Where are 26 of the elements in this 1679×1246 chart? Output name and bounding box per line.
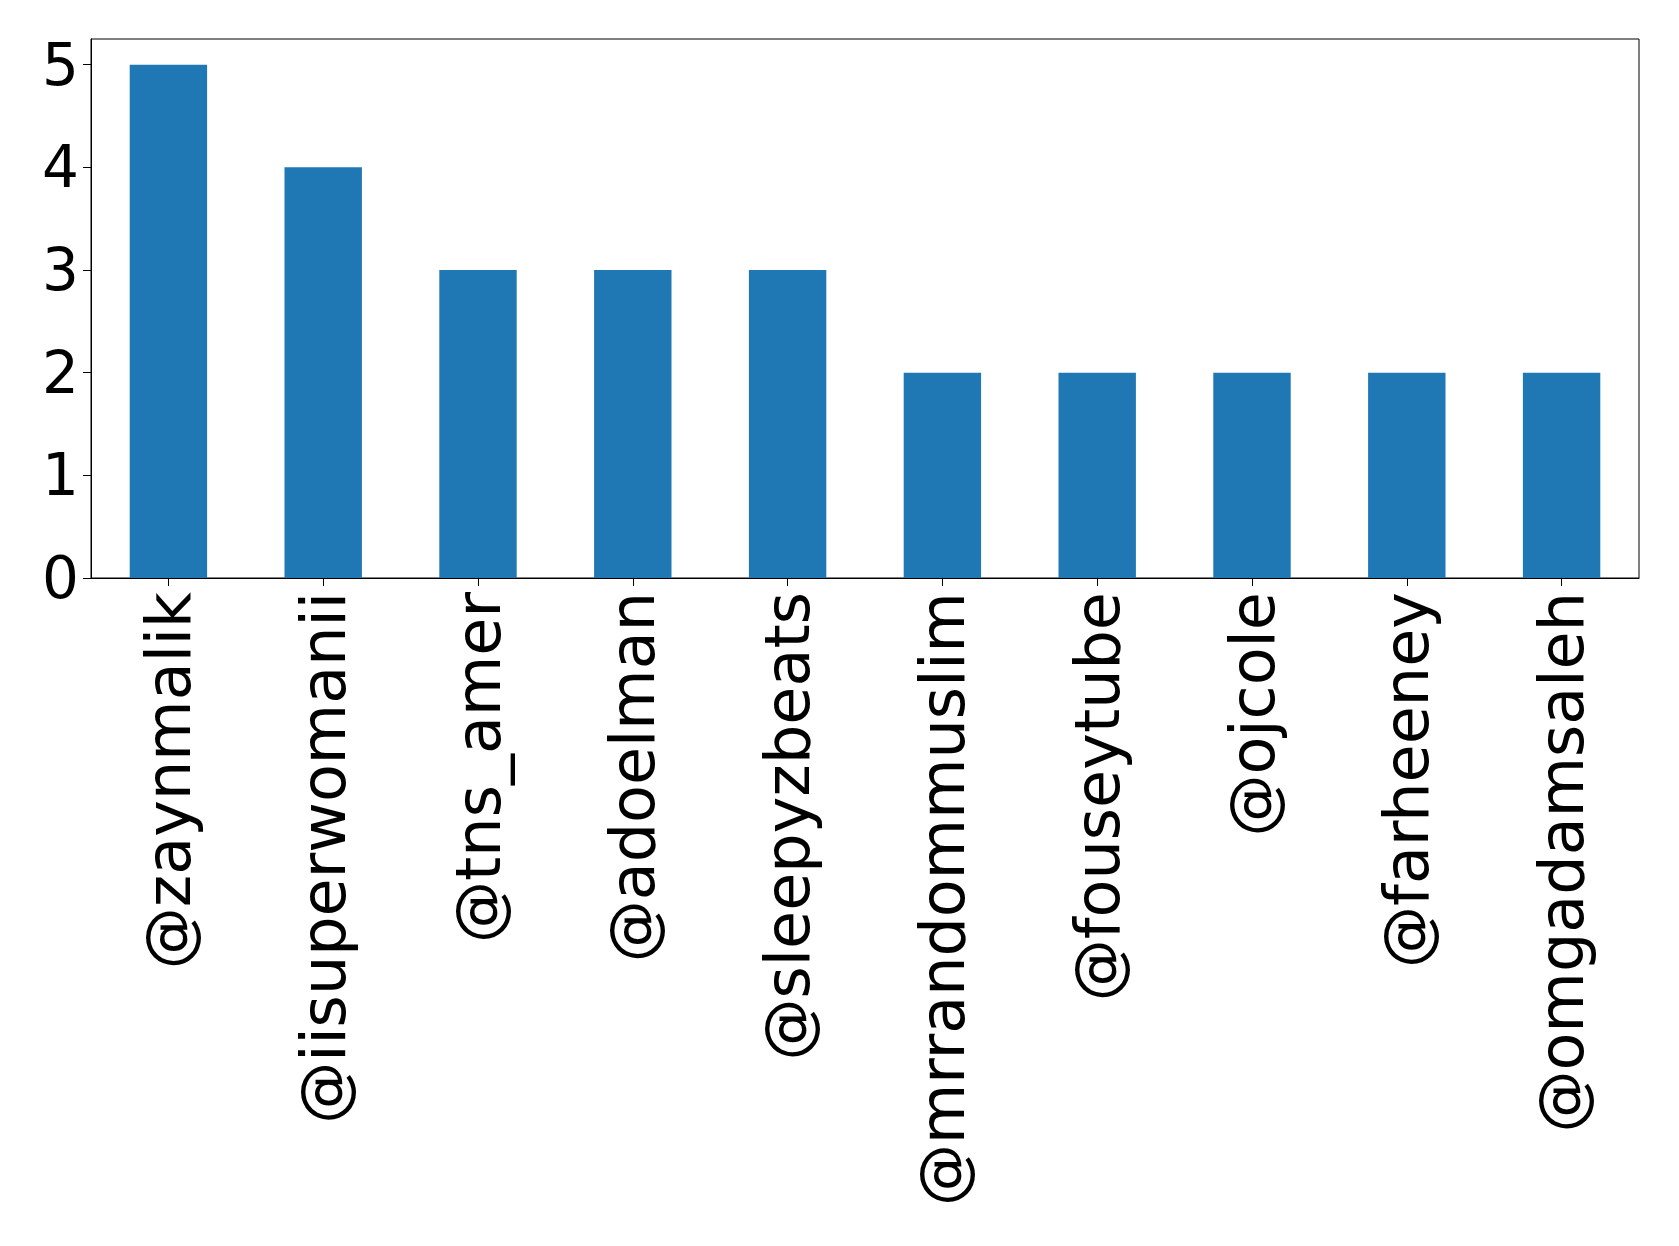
x-tick-label: @ojcole xyxy=(1215,592,1289,837)
bar xyxy=(284,167,362,578)
bar xyxy=(748,270,827,578)
x-tick-label: @sleepyzbeats xyxy=(751,592,825,1061)
bar xyxy=(1522,372,1601,578)
bar xyxy=(1213,372,1291,578)
y-tick-label: 1 xyxy=(42,441,79,510)
x-tick-label: @tns_amer xyxy=(441,591,515,943)
bar xyxy=(439,270,517,578)
x-tick-label: @zaynmalik xyxy=(131,591,205,970)
x-tick-label: @farheeney xyxy=(1370,592,1444,968)
x-tick-label: @iisuperwomanii xyxy=(286,592,360,1124)
y-tick-label: 4 xyxy=(42,133,79,202)
bar xyxy=(1058,372,1136,578)
bar xyxy=(129,64,208,578)
y-tick-label: 0 xyxy=(42,544,79,612)
x-tick-label: @fouseytube xyxy=(1060,592,1134,1002)
y-tick-label: 5 xyxy=(42,30,79,99)
y-tick-label: 3 xyxy=(42,236,79,304)
bar xyxy=(903,372,982,578)
y-tick-label: 2 xyxy=(42,338,79,407)
x-tick-label: @adoelman xyxy=(596,592,670,963)
x-tick-label: @omgadamsaleh xyxy=(1525,592,1599,1133)
x-tick-label: @mrrandommuslim xyxy=(905,592,979,1207)
bar xyxy=(594,270,672,578)
bar xyxy=(1368,372,1446,578)
